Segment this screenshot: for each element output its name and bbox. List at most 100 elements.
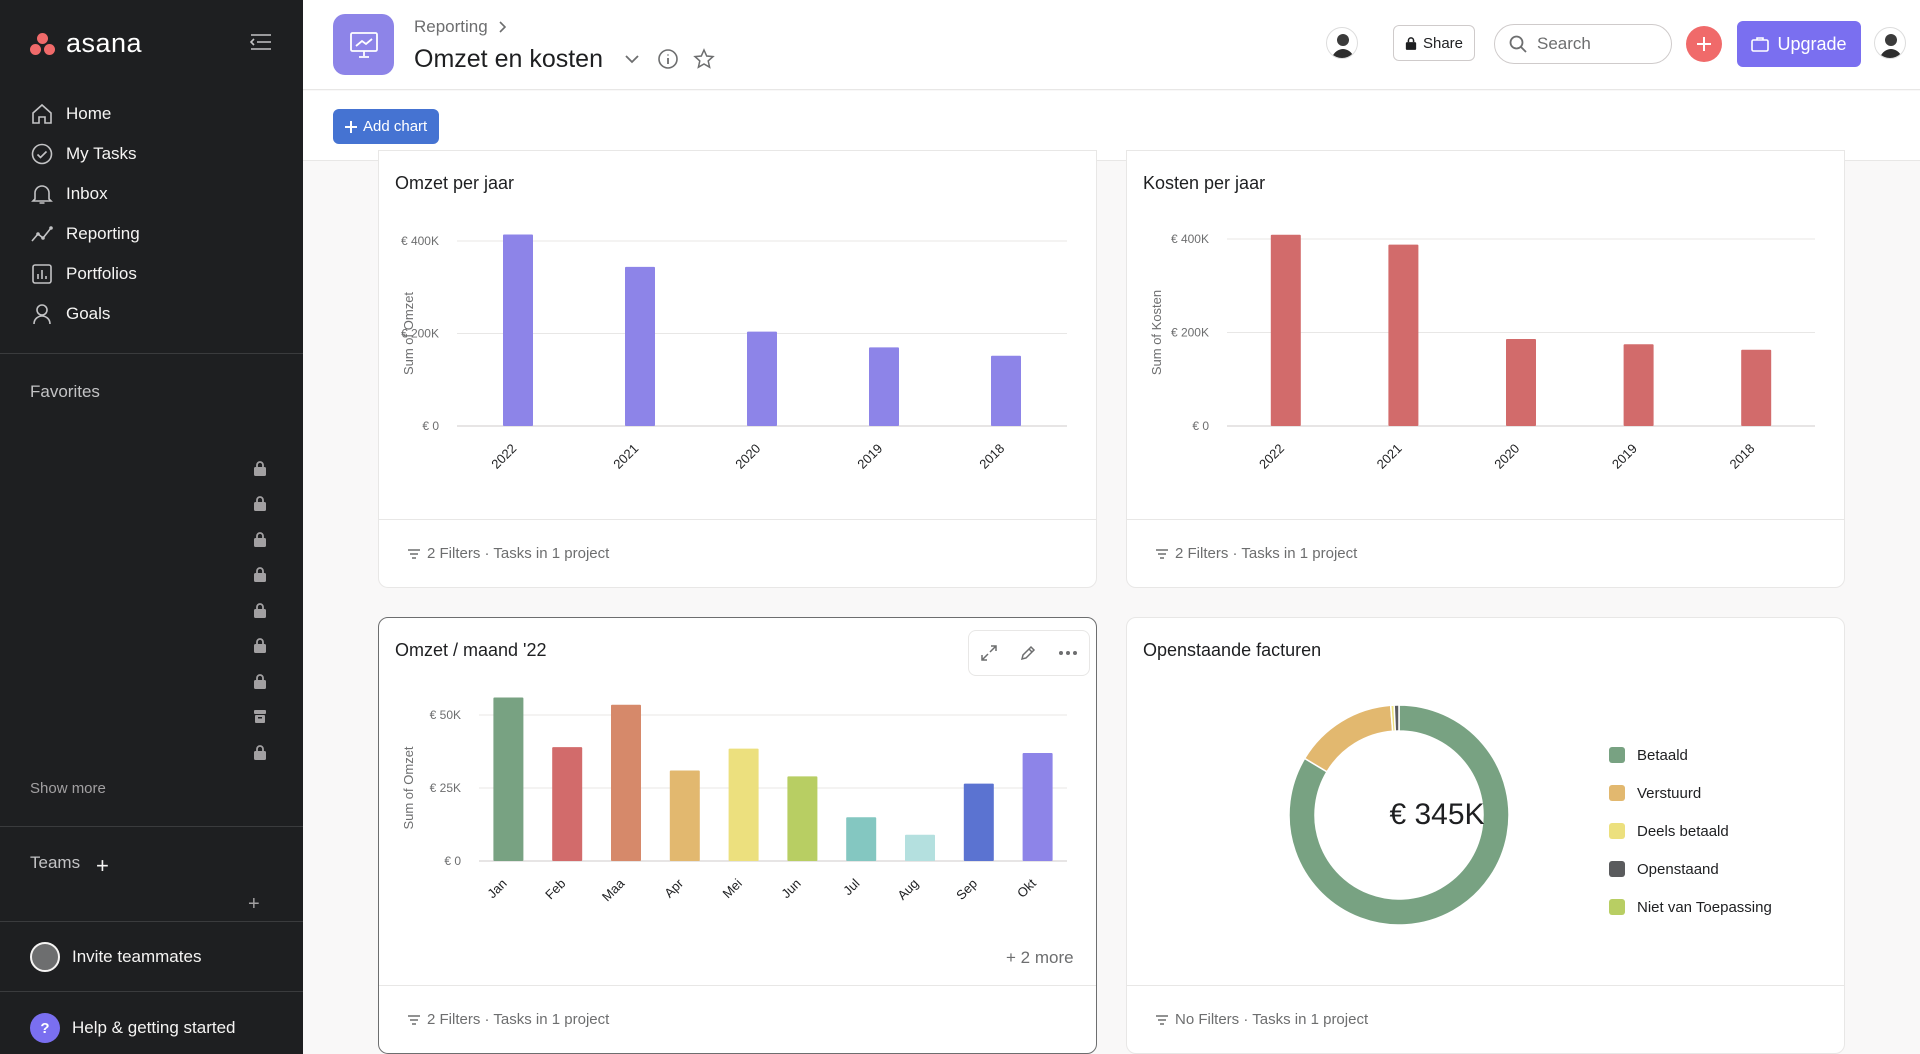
sidebar-item-reporting[interactable]: Reporting <box>0 214 303 254</box>
x-tick-label: 2018 <box>1726 441 1757 472</box>
chart-card-openstaande-facturen[interactable]: Openstaande facturen € 345K Betaald Verst… <box>1126 617 1845 1054</box>
plus-icon <box>345 120 357 133</box>
help-label: Help & getting started <box>72 1018 236 1037</box>
chart-title: Kosten per jaar <box>1143 173 1266 193</box>
legend-item: Deels betaald <box>1609 812 1772 850</box>
y-tick-label: € 200K <box>1171 326 1209 340</box>
x-tick-label: 2019 <box>1609 441 1640 472</box>
filter-icon <box>1156 548 1168 559</box>
lock-icon <box>1405 37 1417 50</box>
chart-footer[interactable]: 2 Filters · Tasks in 1 project <box>1127 519 1844 587</box>
y-tick-label: € 400K <box>401 234 439 248</box>
chart-footer[interactable]: No Filters · Tasks in 1 project <box>1127 985 1844 1053</box>
add-chart-label: Add chart <box>363 118 428 135</box>
filter-icon <box>408 1014 420 1025</box>
bar <box>1741 349 1772 426</box>
x-tick-label: Jun <box>778 876 803 901</box>
favorites-title: Favorites <box>30 382 100 401</box>
edit-icon[interactable] <box>1019 644 1037 662</box>
legend-label: Betaald <box>1637 746 1688 764</box>
add-chart-button[interactable]: Add chart <box>333 109 440 144</box>
sidebar-item-portfolios[interactable]: Portfolios <box>0 254 303 294</box>
sidebar-divider <box>0 826 303 827</box>
legend-label: Deels betaald <box>1637 822 1729 840</box>
share-button[interactable]: Share <box>1393 25 1475 61</box>
x-tick-label: Maa <box>599 875 628 904</box>
plus-icon <box>1697 37 1711 51</box>
member-avatar[interactable] <box>1326 27 1358 59</box>
help-button[interactable]: ? Help & getting started <box>30 1013 235 1043</box>
legend-item: Niet van Toepassing <box>1609 888 1772 926</box>
bar <box>728 748 759 861</box>
chart-card-omzet-per-jaar[interactable]: Omzet per jaar Sum of Omzet € 0 € 200K € 40… <box>378 150 1097 588</box>
collapse-sidebar-icon[interactable] <box>249 33 276 53</box>
sidebar-item-home[interactable]: Home <box>0 94 303 134</box>
archive-icon <box>254 710 266 723</box>
upgrade-button[interactable]: Upgrade <box>1737 21 1861 67</box>
sidebar-divider <box>0 991 303 992</box>
bar <box>1270 234 1301 426</box>
add-team-button[interactable]: + <box>96 853 109 878</box>
expand-icon[interactable] <box>980 644 998 662</box>
star-icon[interactable] <box>693 48 715 70</box>
bar <box>991 355 1021 426</box>
y-tick-label: € 50K <box>430 708 461 722</box>
breadcrumb-reporting[interactable]: Reporting <box>414 17 488 36</box>
asana-logo-icon <box>30 32 56 55</box>
chart-card-kosten-per-jaar[interactable]: Kosten per jaar Sum of Kosten € 0 € 200K € … <box>1126 150 1845 588</box>
create-button[interactable] <box>1686 26 1722 62</box>
x-tick-label: Apr <box>661 875 686 900</box>
more-categories-link[interactable]: + 2 more <box>1006 948 1074 967</box>
help-icon: ? <box>30 1013 60 1043</box>
x-tick-label: 2021 <box>610 441 641 472</box>
legend-item: Verstuurd <box>1609 774 1772 812</box>
donut-total: € 345K <box>1389 798 1485 831</box>
y-axis-label: Sum of Omzet <box>401 292 416 375</box>
sidebar-item-my-tasks[interactable]: My Tasks <box>0 134 303 174</box>
dashboard-toolbar: Add chart <box>303 91 1920 161</box>
breadcrumb[interactable]: Reporting <box>414 17 506 37</box>
sidebar-item-label: Portfolios <box>66 264 137 283</box>
sidebar-item-label: Home <box>66 104 112 123</box>
search-input[interactable] <box>1537 34 1657 54</box>
upgrade-label: Upgrade <box>1777 33 1847 54</box>
x-tick-label: Mei <box>720 876 745 901</box>
bar <box>787 776 818 861</box>
x-tick-label: 2021 <box>1374 441 1405 472</box>
bar <box>1506 339 1536 426</box>
chart-footer[interactable]: 2 Filters · Tasks in 1 project <box>379 519 1096 587</box>
project-presentation-icon[interactable] <box>333 14 394 75</box>
lock-icon <box>254 567 266 582</box>
asana-logo[interactable]: asana <box>30 28 142 59</box>
search-bar[interactable] <box>1494 24 1672 64</box>
user-avatar[interactable] <box>1874 27 1906 59</box>
portfolio-icon <box>32 264 52 284</box>
y-axis-label: Sum of Omzet <box>401 746 416 829</box>
legend-label: Verstuurd <box>1637 784 1702 802</box>
bar-chart: Sum of Kosten € 0 € 200K € 400K 2022 2021 2020… <box>1149 232 1815 472</box>
asana-logo-text: asana <box>66 28 143 58</box>
more-options-icon[interactable] <box>1058 650 1078 656</box>
info-icon[interactable] <box>657 48 679 70</box>
add-team-item-button[interactable]: + <box>248 893 260 915</box>
check-circle-icon <box>31 143 53 165</box>
sidebar-item-goals[interactable]: Goals <box>0 294 303 334</box>
briefcase-icon <box>1751 37 1770 52</box>
chart-card-omzet-maand[interactable]: Omzet / maand '22 Sum of Omzet € 0 € 25K € … <box>378 617 1097 1054</box>
sidebar-item-inbox[interactable]: Inbox <box>0 174 303 214</box>
x-tick-label: Okt <box>1014 875 1039 900</box>
show-more-link[interactable]: Show more <box>30 780 106 797</box>
sidebar-item-label: Goals <box>66 304 111 323</box>
bar <box>905 834 935 861</box>
x-tick-label: Jan <box>484 876 509 901</box>
y-tick-label: € 400K <box>1171 232 1209 246</box>
invite-teammates-button[interactable]: Invite teammates <box>30 942 201 972</box>
invite-label: Invite teammates <box>72 947 202 966</box>
bar <box>625 266 655 426</box>
x-tick-label: 2020 <box>1491 441 1522 472</box>
bar <box>1022 752 1053 861</box>
legend-label: Openstaand <box>1637 860 1719 878</box>
chevron-down-icon[interactable] <box>621 48 643 70</box>
donut-slice <box>1303 704 1394 773</box>
chart-footer[interactable]: 2 Filters · Tasks in 1 project <box>379 985 1096 1053</box>
